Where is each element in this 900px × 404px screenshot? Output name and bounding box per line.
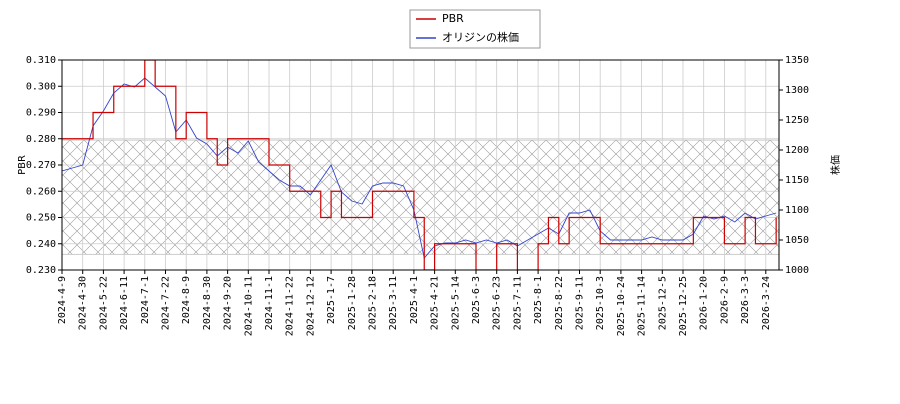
x-tick-label: 2024-10-11 xyxy=(243,276,254,336)
x-tick-label: 2025-8-1 xyxy=(533,276,544,324)
x-tick-label: 2025-3-11 xyxy=(388,276,399,330)
x-tick-label: 2025-1-28 xyxy=(347,276,358,330)
x-tick-label: 2025-6-3 xyxy=(471,276,482,324)
x-tick-label: 2025-4-21 xyxy=(430,276,441,330)
x-tick-label: 2025-8-22 xyxy=(554,276,565,330)
x-tick-label: 2025-10-24 xyxy=(616,276,627,336)
x-tick-label: 2025-11-14 xyxy=(637,276,648,336)
plot-frame xyxy=(61,59,780,271)
y2-tick-label: 1350 xyxy=(785,55,809,66)
shaded-range xyxy=(61,139,780,255)
x-tick-label: 2025-12-25 xyxy=(678,276,689,336)
x-tick-label: 2024-4-30 xyxy=(78,276,89,330)
x-tick-label: 2024-11-22 xyxy=(285,276,296,336)
x-tick-label: 2025-7-11 xyxy=(512,276,523,330)
y2-tick-label: 1300 xyxy=(785,85,809,96)
y2-tick-label: 1100 xyxy=(785,205,809,216)
series-line xyxy=(62,77,777,259)
legend-label: オリジンの株価 xyxy=(442,30,519,44)
y-axis-label: PBR xyxy=(17,155,28,175)
y-tick-label: 0.240 xyxy=(26,239,56,250)
y-tick-label: 0.290 xyxy=(26,108,56,119)
y-tick-label: 0.260 xyxy=(26,186,56,197)
y-tick-label: 0.250 xyxy=(26,213,56,224)
legend-label: PBR xyxy=(442,12,464,25)
x-tick-label: 2024-7-22 xyxy=(161,276,172,330)
x-tick-label: 2024-12-12 xyxy=(305,276,316,336)
x-tick-label: 2026-3-3 xyxy=(740,276,751,324)
x-tick-label: 2025-5-14 xyxy=(450,276,461,330)
x-tick-label: 2025-6-23 xyxy=(492,276,503,330)
x-tick-label: 2024-6-11 xyxy=(119,276,130,330)
x-tick-label: 2024-8-30 xyxy=(202,276,213,330)
legend-box xyxy=(409,9,541,49)
x-tick-label: 2024-4-9 xyxy=(57,276,68,324)
x-tick-label: 2024-7-1 xyxy=(140,276,151,324)
x-tick-label: 2025-1-7 xyxy=(326,276,337,324)
y-tick-label: 0.310 xyxy=(26,55,56,66)
y2-axis-label: 株価 xyxy=(829,155,842,175)
x-tick-label: 2025-4-1 xyxy=(409,276,420,324)
x-tick-label: 2024-9-20 xyxy=(223,276,234,330)
x-tick-label: 2025-12-5 xyxy=(657,276,668,330)
x-tick-label: 2025-9-11 xyxy=(575,276,586,330)
x-tick-label: 2024-8-9 xyxy=(181,276,192,324)
y2-tick-label: 1050 xyxy=(785,235,809,246)
x-tick-label: 2026-3-24 xyxy=(761,276,772,330)
x-tick-label: 2024-11-1 xyxy=(264,276,275,330)
y-tick-label: 0.270 xyxy=(26,160,56,171)
y-tick-label: 0.230 xyxy=(26,265,56,276)
y-tick-label: 0.280 xyxy=(26,134,56,145)
x-tick-label: 2026-2-9 xyxy=(719,276,730,324)
y2-tick-label: 1000 xyxy=(785,265,809,276)
y2-tick-label: 1250 xyxy=(785,115,809,126)
y2-tick-label: 1150 xyxy=(785,175,809,186)
x-tick-label: 2025-10-3 xyxy=(595,276,606,330)
x-tick-label: 2025-2-18 xyxy=(368,276,379,330)
y-tick-label: 0.300 xyxy=(26,81,56,92)
series-line xyxy=(62,60,777,270)
x-tick-label: 2026-1-20 xyxy=(699,276,710,330)
x-tick-label: 2024-5-22 xyxy=(98,276,109,330)
y2-tick-label: 1200 xyxy=(785,145,809,156)
